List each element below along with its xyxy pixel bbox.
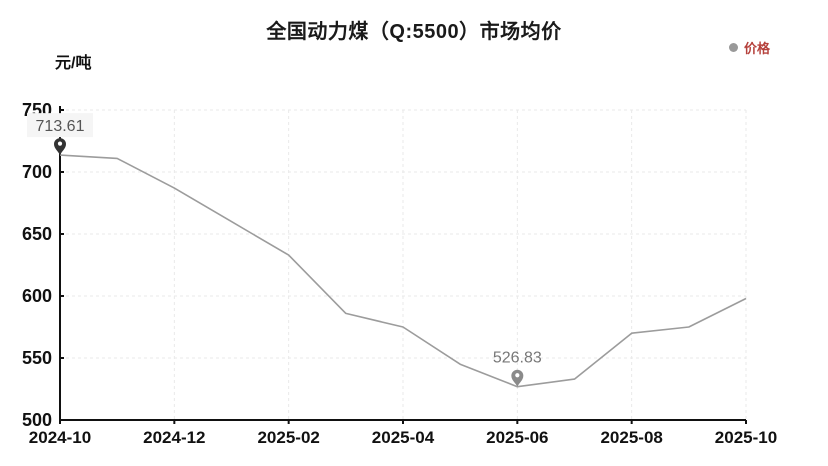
- y-tick-label: 700: [22, 162, 52, 182]
- y-tick-label: 600: [22, 286, 52, 306]
- annotation-pin-hole: [515, 373, 520, 378]
- annotation-pin-icon: [54, 138, 66, 156]
- annotation-label-bg: [27, 113, 93, 138]
- legend-item-price[interactable]: 价格: [728, 38, 770, 57]
- x-tick-label: 2024-12: [143, 428, 205, 447]
- x-tick-label: 2025-06: [486, 428, 548, 447]
- x-tick-label: 2025-10: [715, 428, 777, 447]
- annotation-value-label: 713.61: [36, 118, 85, 135]
- annotation-pin-hole: [57, 141, 63, 146]
- legend-dot-icon: [728, 43, 738, 52]
- y-tick-label: 550: [22, 348, 52, 368]
- price-line[interactable]: [59, 154, 747, 388]
- annotation-pin-icon: [511, 369, 524, 387]
- y-tick-label: 500: [22, 410, 52, 430]
- x-tick-label: 2024-10: [29, 428, 91, 447]
- legend-label: 价格: [743, 41, 770, 56]
- y-axis-unit-label: 元/吨: [55, 55, 92, 72]
- chart-title: 全国动力煤（Q:5500）市场均价: [266, 21, 562, 43]
- y-tick-label: 650: [22, 224, 52, 244]
- annotation-value-label: 526.83: [493, 350, 542, 367]
- x-tick-label: 2025-02: [257, 428, 319, 447]
- x-tick-label: 2025-08: [600, 428, 662, 447]
- x-tick-label: 2025-04: [372, 428, 435, 447]
